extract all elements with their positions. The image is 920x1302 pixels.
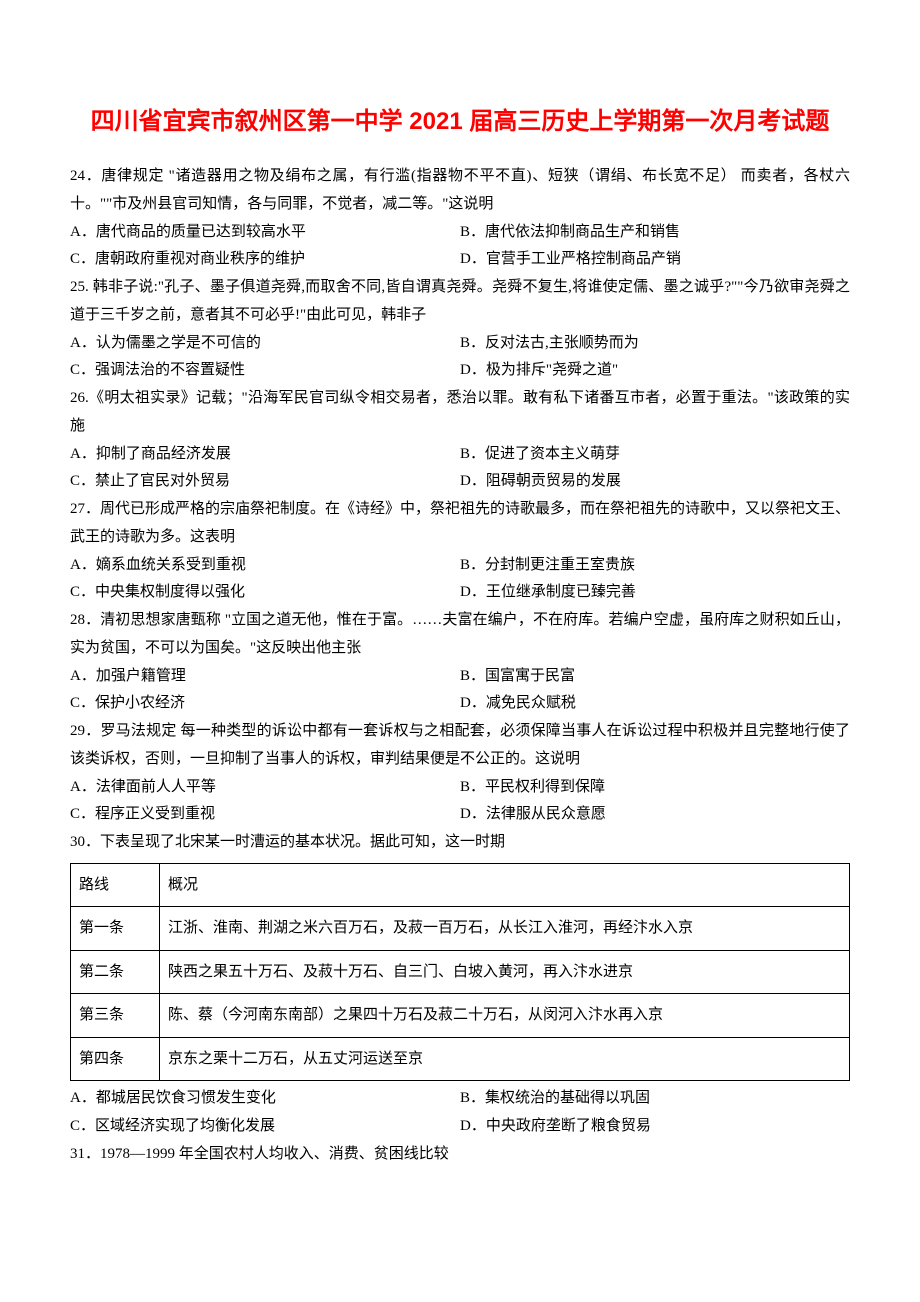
table-row: 第一条 江浙、淮南、荆湖之米六百万石，及菽一百万石，从长江入淮河，再经汴水入京: [71, 907, 850, 951]
q30-option-d: D．中央政府垄断了粮食贸易: [460, 1113, 850, 1141]
q28-option-c: C．保护小农经济: [70, 690, 460, 718]
table-cell-route: 第三条: [71, 994, 160, 1038]
q24-options-row1: A．唐代商品的质量已达到较高水平 B．唐代依法抑制商品生产和销售: [70, 219, 850, 247]
q29-option-a: A．法律面前人人平等: [70, 774, 460, 802]
q29-option-c: C．程序正义受到重视: [70, 801, 460, 829]
table-cell-route: 第二条: [71, 950, 160, 994]
table-cell-desc: 江浙、淮南、荆湖之米六百万石，及菽一百万石，从长江入淮河，再经汴水入京: [160, 907, 850, 951]
q24-option-d: D．官营手工业严格控制商品产销: [460, 246, 850, 274]
q26-option-d: D．阻碍朝贡贸易的发展: [460, 468, 850, 496]
q24-stem: 24．唐律规定 "诸造器用之物及绢布之属，有行滥(指器物不平不直)、短狭（谓绢、…: [70, 163, 850, 219]
q28-stem: 28．清初思想家唐甄称 "立国之道无他，惟在于富。……夫富在编户，不在府库。若编…: [70, 607, 850, 663]
table-cell-route: 第一条: [71, 907, 160, 951]
q30-table: 路线 概况 第一条 江浙、淮南、荆湖之米六百万石，及菽一百万石，从长江入淮河，再…: [70, 863, 850, 1082]
q28-options-row1: A．加强户籍管理 B．国富寓于民富: [70, 663, 850, 691]
q24-option-b: B．唐代依法抑制商品生产和销售: [460, 219, 850, 247]
table-cell-desc: 陈、蔡（今河南东南部）之果四十万石及菽二十万石，从闵河入汴水再入京: [160, 994, 850, 1038]
q26-option-a: A．抑制了商品经济发展: [70, 441, 460, 469]
q29-options-row2: C．程序正义受到重视 D．法律服从民众意愿: [70, 801, 850, 829]
exam-title: 四川省宜宾市叙州区第一中学 2021 届高三历史上学期第一次月考试题: [70, 100, 850, 143]
q28-options-row2: C．保护小农经济 D．减免民众赋税: [70, 690, 850, 718]
q27-option-c: C．中央集权制度得以强化: [70, 579, 460, 607]
q26-stem: 26.《明太祖实录》记载；"沿海军民官司纵令相交易者，悉治以罪。敢有私下诸番互市…: [70, 385, 850, 441]
q24-option-c: C．唐朝政府重视对商业秩序的维护: [70, 246, 460, 274]
q25-options-row2: C．强调法治的不容置疑性 D．极为排斥"尧舜之道": [70, 357, 850, 385]
q26-option-b: B．促进了资本主义萌芽: [460, 441, 850, 469]
q30-stem: 30．下表呈现了北宋某一时漕运的基本状况。据此可知，这一时期: [70, 829, 850, 857]
q28-option-a: A．加强户籍管理: [70, 663, 460, 691]
q25-option-c: C．强调法治的不容置疑性: [70, 357, 460, 385]
q27-options-row2: C．中央集权制度得以强化 D．王位继承制度已臻完善: [70, 579, 850, 607]
table-header-route: 路线: [71, 863, 160, 907]
q30-options-row2: C．区域经济实现了均衡化发展 D．中央政府垄断了粮食贸易: [70, 1113, 850, 1141]
table-header-desc: 概况: [160, 863, 850, 907]
q30-option-a: A．都城居民饮食习惯发生变化: [70, 1085, 460, 1113]
table-header-row: 路线 概况: [71, 863, 850, 907]
q28-option-d: D．减免民众赋税: [460, 690, 850, 718]
q25-options-row1: A．认为儒墨之学是不可信的 B．反对法古,主张顺势而为: [70, 330, 850, 358]
table-row: 第二条 陕西之果五十万石、及菽十万石、自三门、白坡入黄河，再入汴水进京: [71, 950, 850, 994]
q27-options-row1: A．嫡系血统关系受到重视 B．分封制更注重王室贵族: [70, 552, 850, 580]
table-cell-desc: 京东之栗十二万石，从五丈河运送至京: [160, 1037, 850, 1081]
q29-stem: 29．罗马法规定 每一种类型的诉讼中都有一套诉权与之相配套，必须保障当事人在诉讼…: [70, 718, 850, 774]
table-cell-route: 第四条: [71, 1037, 160, 1081]
q24-option-a: A．唐代商品的质量已达到较高水平: [70, 219, 460, 247]
q25-option-d: D．极为排斥"尧舜之道": [460, 357, 850, 385]
q26-option-c: C．禁止了官民对外贸易: [70, 468, 460, 496]
table-row: 第四条 京东之栗十二万石，从五丈河运送至京: [71, 1037, 850, 1081]
q29-option-b: B．平民权利得到保障: [460, 774, 850, 802]
q30-option-c: C．区域经济实现了均衡化发展: [70, 1113, 460, 1141]
q25-option-a: A．认为儒墨之学是不可信的: [70, 330, 460, 358]
table-row: 第三条 陈、蔡（今河南东南部）之果四十万石及菽二十万石，从闵河入汴水再入京: [71, 994, 850, 1038]
q31-stem: 31．1978—1999 年全国农村人均收入、消费、贫困线比较: [70, 1141, 850, 1169]
q29-option-d: D．法律服从民众意愿: [460, 801, 850, 829]
q27-option-a: A．嫡系血统关系受到重视: [70, 552, 460, 580]
table-cell-desc: 陕西之果五十万石、及菽十万石、自三门、白坡入黄河，再入汴水进京: [160, 950, 850, 994]
q26-options-row2: C．禁止了官民对外贸易 D．阻碍朝贡贸易的发展: [70, 468, 850, 496]
q30-option-b: B．集权统治的基础得以巩固: [460, 1085, 850, 1113]
q28-option-b: B．国富寓于民富: [460, 663, 850, 691]
q24-options-row2: C．唐朝政府重视对商业秩序的维护 D．官营手工业严格控制商品产销: [70, 246, 850, 274]
q27-stem: 27．周代已形成严格的宗庙祭祀制度。在《诗经》中，祭祀祖先的诗歌最多，而在祭祀祖…: [70, 496, 850, 552]
q26-options-row1: A．抑制了商品经济发展 B．促进了资本主义萌芽: [70, 441, 850, 469]
q25-option-b: B．反对法古,主张顺势而为: [460, 330, 850, 358]
q27-option-d: D．王位继承制度已臻完善: [460, 579, 850, 607]
q30-options-row1: A．都城居民饮食习惯发生变化 B．集权统治的基础得以巩固: [70, 1085, 850, 1113]
q25-stem: 25. 韩非子说:"孔子、墨子俱道尧舜,而取舍不同,皆自谓真尧舜。尧舜不复生,将…: [70, 274, 850, 330]
q27-option-b: B．分封制更注重王室贵族: [460, 552, 850, 580]
q29-options-row1: A．法律面前人人平等 B．平民权利得到保障: [70, 774, 850, 802]
